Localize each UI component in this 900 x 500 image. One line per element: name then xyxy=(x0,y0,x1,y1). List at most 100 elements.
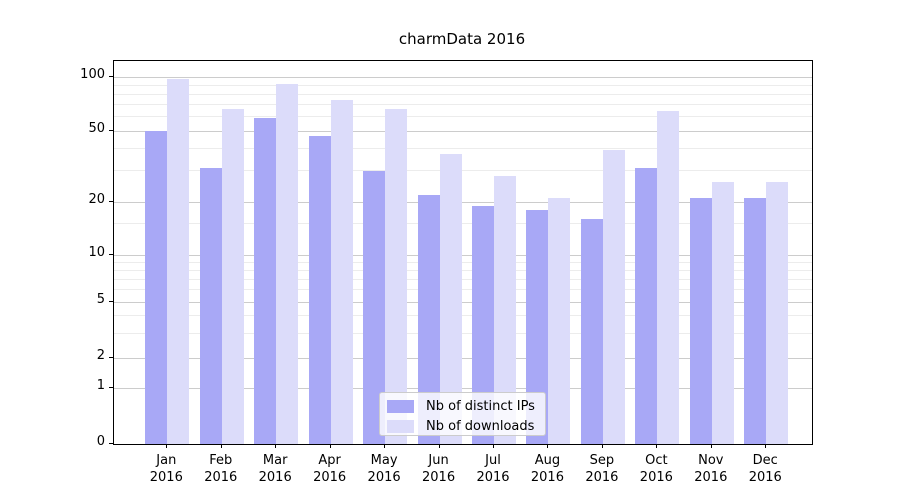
x-tick-year: 2016 xyxy=(258,470,292,485)
y-tick-label: 50 xyxy=(88,121,105,136)
gridline-minor xyxy=(114,289,812,291)
x-tick-year: 2016 xyxy=(367,470,401,485)
x-tick-mark xyxy=(329,444,331,448)
gridline-minor xyxy=(114,147,812,149)
gridline-major xyxy=(114,301,812,303)
x-tick-label-aug: Aug 2016 xyxy=(517,452,577,486)
bar-ips-jun xyxy=(417,194,440,444)
gridline-major xyxy=(114,76,812,78)
legend-label: Nb of downloads xyxy=(426,418,535,434)
y-tick-mark xyxy=(109,301,113,302)
x-tick-year: 2016 xyxy=(748,470,782,485)
x-tick-label-jul: Jul 2016 xyxy=(463,452,523,486)
x-tick-year: 2016 xyxy=(313,470,347,485)
bar-ips-aug xyxy=(526,210,549,444)
x-tick-label-mar: Mar 2016 xyxy=(245,452,305,486)
gridline-major xyxy=(114,201,812,203)
gridline-major xyxy=(114,130,812,132)
bar-ips-jan xyxy=(145,131,168,444)
x-tick-label-oct: Oct 2016 xyxy=(626,452,686,486)
legend-swatch xyxy=(387,419,414,433)
x-tick-year: 2016 xyxy=(585,470,619,485)
x-tick-label-may: May 2016 xyxy=(354,452,414,486)
bar-downloads-dec xyxy=(766,181,789,444)
y-tick-mark xyxy=(109,201,113,202)
y-tick-mark xyxy=(109,443,113,444)
bar-ips-may xyxy=(363,170,386,444)
y-tick-mark xyxy=(109,357,113,358)
x-tick-mark xyxy=(547,444,549,448)
x-tick-month: Sep xyxy=(589,453,615,468)
x-tick-month: Jun xyxy=(428,453,449,468)
y-tick-label: 5 xyxy=(96,292,105,307)
x-tick-year: 2016 xyxy=(476,470,510,485)
x-tick-month: Apr xyxy=(318,453,341,468)
y-tick-label: 0 xyxy=(96,434,105,449)
gridline-minor xyxy=(114,223,812,225)
x-tick-month: Dec xyxy=(752,453,778,468)
x-tick-month: Mar xyxy=(262,453,288,468)
x-tick-label-jan: Jan 2016 xyxy=(136,452,196,486)
x-tick-month: Jul xyxy=(485,453,501,468)
gridline-major xyxy=(114,254,812,256)
x-tick-label-feb: Feb 2016 xyxy=(191,452,251,486)
x-tick-mark xyxy=(493,444,494,448)
bar-downloads-mar xyxy=(276,84,299,444)
x-tick-mark xyxy=(166,444,168,448)
legend-swatch xyxy=(387,399,414,413)
gridline-minor xyxy=(114,315,812,317)
chart-title: charmData 2016 xyxy=(398,30,526,48)
x-tick-mark xyxy=(275,444,277,448)
bar-downloads-oct xyxy=(657,110,680,444)
bar-downloads-jul xyxy=(494,175,516,444)
bar-ips-jul xyxy=(472,205,494,444)
legend-label: Nb of distinct IPs xyxy=(426,398,535,414)
x-tick-mark xyxy=(384,444,386,448)
x-tick-label-jun: Jun 2016 xyxy=(409,452,469,486)
y-tick-label: 100 xyxy=(80,67,105,82)
x-tick-month: May xyxy=(370,453,398,468)
bar-downloads-jan xyxy=(167,79,190,444)
x-tick-label-apr: Apr 2016 xyxy=(300,452,360,486)
bar-downloads-aug xyxy=(548,198,571,444)
gridline-minor xyxy=(114,93,812,95)
x-tick-month: Aug xyxy=(534,453,561,468)
x-tick-year: 2016 xyxy=(694,470,728,485)
x-tick-mark xyxy=(601,444,603,448)
y-tick-label: 20 xyxy=(88,192,105,207)
y-tick-label: 10 xyxy=(88,245,105,260)
gridline-minor xyxy=(114,170,812,172)
bar-downloads-sep xyxy=(602,150,625,444)
legend-item-downloads: Nb of downloads xyxy=(387,418,538,434)
x-tick-month: Nov xyxy=(698,453,724,468)
legend: Nb of distinct IPs Nb of downloads xyxy=(379,392,546,436)
y-tick-label: 1 xyxy=(96,378,105,393)
x-tick-month: Oct xyxy=(645,453,668,468)
x-tick-mark xyxy=(710,444,712,448)
x-tick-year: 2016 xyxy=(530,470,564,485)
x-tick-year: 2016 xyxy=(422,470,456,485)
x-tick-label-nov: Nov 2016 xyxy=(681,452,741,486)
y-tick-mark xyxy=(109,76,113,77)
bar-ips-feb xyxy=(199,168,222,444)
gridline-major xyxy=(114,387,812,389)
bar-downloads-may xyxy=(385,109,408,444)
y-tick-mark xyxy=(109,387,113,388)
gridline-minor xyxy=(114,116,812,118)
plot-area xyxy=(113,60,813,445)
x-tick-label-sep: Sep 2016 xyxy=(572,452,632,486)
bar-downloads-jun xyxy=(439,154,462,444)
legend-rows: Nb of distinct IPs Nb of downloads xyxy=(387,398,538,434)
x-tick-mark xyxy=(656,444,658,448)
gridline-major xyxy=(114,357,812,359)
bar-downloads-apr xyxy=(330,100,353,444)
bar-ips-dec xyxy=(744,198,767,444)
gridline-minor xyxy=(114,278,812,280)
bar-ips-mar xyxy=(254,118,277,444)
bar-ips-oct xyxy=(635,168,658,444)
x-tick-mark xyxy=(438,444,440,448)
grid-layer xyxy=(114,61,812,444)
x-tick-month: Feb xyxy=(209,453,233,468)
gridline-minor xyxy=(114,269,812,271)
